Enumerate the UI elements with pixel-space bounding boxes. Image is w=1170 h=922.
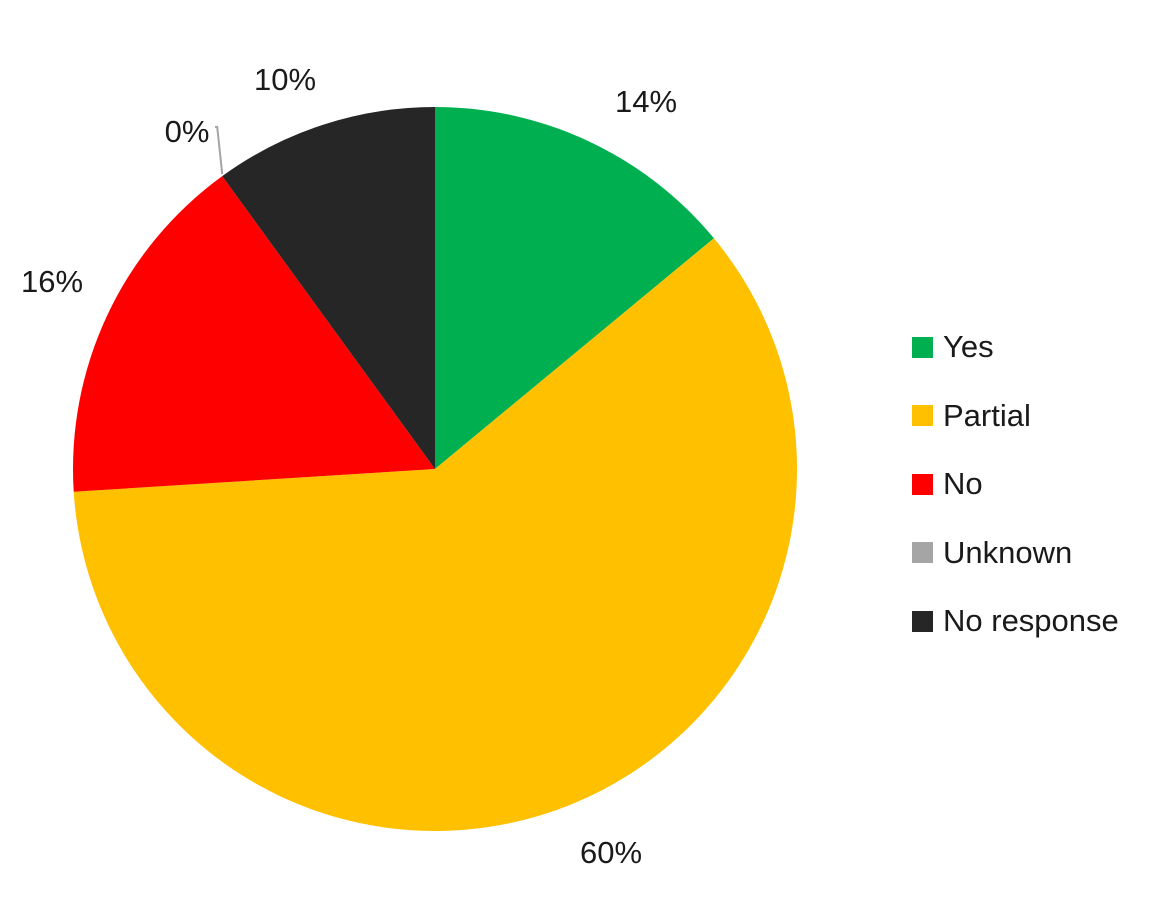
legend-label: Unknown — [943, 534, 1073, 570]
legend-label: No response — [943, 603, 1119, 639]
leader-lines — [215, 126, 224, 175]
legend-item-no: No — [912, 450, 1119, 519]
legend-swatch — [912, 542, 933, 564]
legend-swatch — [912, 473, 933, 495]
data-label-unknown: 0% — [165, 114, 210, 149]
pie-slice-no — [73, 176, 436, 492]
pie-slice-yes — [435, 107, 714, 469]
data-labels: 14% 60% 16% 0% 10% — [21, 62, 677, 870]
legend-swatch — [912, 336, 933, 358]
data-label-no-response: 10% — [254, 62, 316, 97]
pie-slices — [73, 107, 797, 832]
leader-line-unknown — [215, 126, 224, 175]
pie-slice-no-response — [222, 107, 435, 469]
data-label-yes: 14% — [615, 84, 677, 119]
legend-swatch — [912, 405, 933, 427]
data-label-no: 16% — [21, 264, 83, 299]
pie-slice-partial — [73, 238, 797, 832]
legend-label: No — [943, 466, 983, 502]
legend: Yes Partial No Unknown No response — [912, 313, 1119, 656]
legend-swatch — [912, 610, 933, 632]
data-label-partial: 60% — [580, 835, 642, 870]
legend-item-yes: Yes — [912, 313, 1119, 382]
legend-label: Yes — [943, 329, 994, 365]
legend-item-partial: Partial — [912, 382, 1119, 451]
legend-label: Partial — [943, 397, 1031, 433]
legend-item-unknown: Unknown — [912, 519, 1119, 588]
legend-item-no-response: No response — [912, 587, 1119, 656]
